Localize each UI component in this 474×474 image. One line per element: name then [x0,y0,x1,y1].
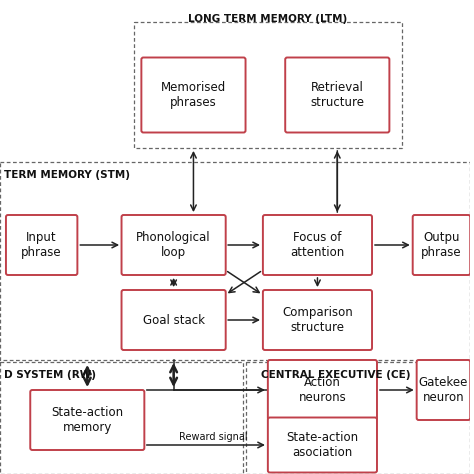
Text: Reward signal: Reward signal [179,432,247,442]
Text: Outpu
phrase: Outpu phrase [421,231,462,259]
Text: Memorised
phrases: Memorised phrases [161,81,226,109]
Text: TERM MEMORY (STM): TERM MEMORY (STM) [4,170,130,180]
FancyBboxPatch shape [121,290,226,350]
Text: Focus of
attention: Focus of attention [291,231,345,259]
FancyBboxPatch shape [413,215,470,275]
Text: Action
neurons: Action neurons [299,376,346,404]
FancyBboxPatch shape [268,360,377,420]
Text: LONG TERM MEMORY (LTM): LONG TERM MEMORY (LTM) [188,14,347,24]
FancyBboxPatch shape [263,290,372,350]
Text: Gatekee
neuron: Gatekee neuron [419,376,468,404]
Text: Comparison
structure: Comparison structure [282,306,353,334]
FancyBboxPatch shape [268,418,377,473]
Text: Retrieval
structure: Retrieval structure [310,81,365,109]
Text: Input
phrase: Input phrase [21,231,62,259]
FancyBboxPatch shape [285,57,389,133]
FancyBboxPatch shape [263,215,372,275]
Text: CENTRAL EXECUTIVE (CE): CENTRAL EXECUTIVE (CE) [261,370,410,380]
Text: State-action
memory: State-action memory [51,406,123,434]
Text: D SYSTEM (RW): D SYSTEM (RW) [4,370,96,380]
Text: State-action
asociation: State-action asociation [286,431,358,459]
FancyBboxPatch shape [121,215,226,275]
Text: Goal stack: Goal stack [143,313,205,327]
Bar [134,22,402,148]
Bar [0,162,470,360]
FancyBboxPatch shape [417,360,470,420]
Bar [246,362,470,474]
FancyBboxPatch shape [141,57,246,133]
Text: Phonological
loop: Phonological loop [137,231,211,259]
FancyBboxPatch shape [6,215,77,275]
Bar [0,362,243,474]
FancyBboxPatch shape [30,390,145,450]
